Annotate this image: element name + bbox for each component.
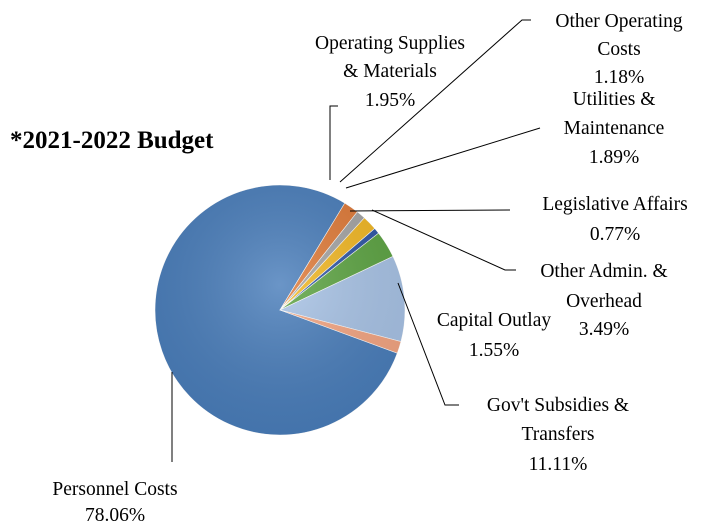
label-otherop-line1: Other Operating: [555, 11, 682, 32]
label-govt-pct: 11.11%: [529, 454, 588, 475]
label-opsupplies-pct: 1.95%: [365, 90, 415, 111]
label-otherop-line2: Costs: [597, 39, 640, 60]
label-utilities: Utilities & Maintenance 1.89%: [564, 89, 665, 168]
label-otheradmin-pct: 3.49%: [579, 319, 629, 340]
label-otheradmin: Other Admin. & Overhead 3.49%: [540, 261, 667, 340]
label-personnel-name: Personnel Costs: [52, 479, 177, 500]
label-capital-name: Capital Outlay: [437, 310, 552, 331]
label-opsupplies-line1: Operating Supplies: [315, 33, 465, 54]
label-govt-line1: Gov't Subsidies &: [487, 395, 629, 416]
label-utilities-line2: Maintenance: [564, 118, 665, 139]
leader-govt: [397, 282, 459, 406]
label-utilities-line1: Utilities &: [573, 89, 656, 110]
label-legislative: Legislative Affairs 0.77%: [542, 194, 687, 245]
leader-utilities: [345, 127, 541, 189]
chart-title: *2021-2022 Budget: [10, 127, 214, 154]
leader-opsupplies: [329, 105, 338, 180]
leader-otheradmin: [371, 209, 516, 271]
label-personnel-pct: 78.06%: [85, 505, 145, 526]
label-otherop: Other Operating Costs 1.18%: [555, 11, 682, 88]
leader-lines: [171, 19, 541, 462]
label-legislative-pct: 0.77%: [590, 224, 640, 245]
label-opsupplies-line2: & Materials: [343, 61, 437, 82]
label-personnel: Personnel Costs 78.06%: [52, 479, 177, 526]
label-legislative-name: Legislative Affairs: [542, 194, 687, 215]
label-otheradmin-line2: Overhead: [566, 291, 642, 312]
label-utilities-pct: 1.89%: [589, 147, 639, 168]
label-govt: Gov't Subsidies & Transfers 11.11%: [487, 395, 629, 475]
leader-legislative: [349, 209, 511, 212]
label-capital: Capital Outlay 1.55%: [437, 310, 552, 361]
label-capital-pct: 1.55%: [469, 340, 519, 361]
label-otheradmin-line1: Other Admin. &: [540, 261, 667, 282]
label-otherop-pct: 1.18%: [594, 67, 644, 88]
leader-otherop: [339, 19, 531, 183]
label-opsupplies: Operating Supplies & Materials 1.95%: [315, 33, 465, 111]
pie-slices: [154, 184, 406, 436]
label-govt-line2: Transfers: [522, 424, 595, 445]
